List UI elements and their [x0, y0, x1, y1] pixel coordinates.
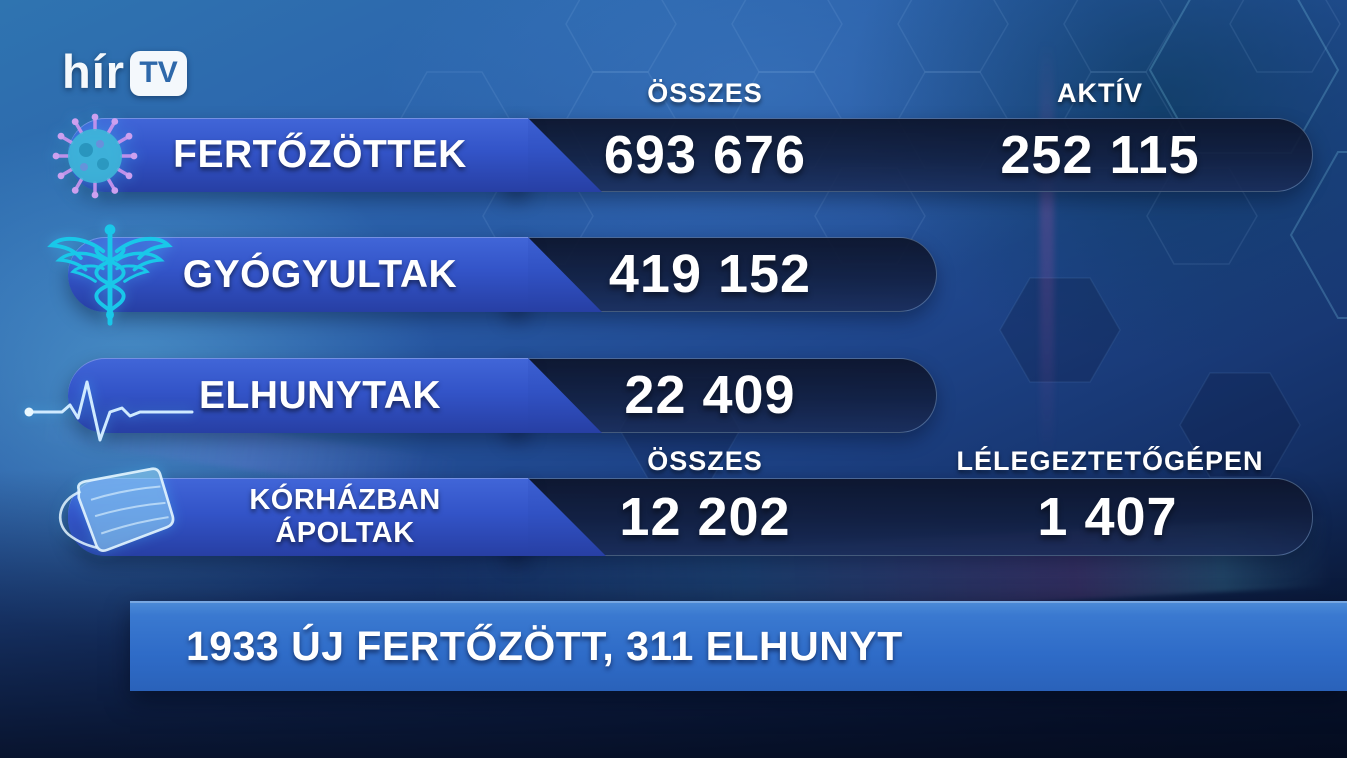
- header-lelegeztetogepen: LÉLEGEZTETŐGÉPEN: [956, 446, 1264, 476]
- row-deceased-label-bar: [68, 358, 528, 433]
- caduceus-icon: [47, 224, 173, 326]
- row-recovered-label: GYÓGYULTAK: [182, 253, 458, 296]
- row-infected-label-bar: [68, 118, 528, 192]
- logo-tv-badge: TV: [130, 50, 188, 96]
- row-deceased-label: ELHUNYTAK: [198, 374, 442, 417]
- row-hospital-value-bar: [505, 478, 1313, 556]
- row-infected-label: FERTŐZÖTTEK: [173, 133, 467, 176]
- infected-total-value: 693 676: [603, 125, 807, 185]
- infected-active-value: 252 115: [1000, 125, 1200, 185]
- logo-wordmark: hír: [62, 45, 126, 98]
- hospital-ventilator-value: 1 407: [1037, 487, 1178, 547]
- deceased-total-value: 22 409: [624, 365, 796, 425]
- row-recovered-label-bar: [68, 237, 528, 312]
- hospital-label-line2: ÁPOLTAK: [275, 517, 415, 549]
- virus-icon: [52, 113, 138, 199]
- recovered-total-value: 419 152: [608, 244, 812, 304]
- row-infected-value-bar: [505, 118, 1313, 192]
- header-osszes-mid: ÖSSZES: [647, 446, 763, 476]
- hirtv-logo: hír TV: [62, 44, 188, 99]
- header-osszes-top: ÖSSZES: [647, 78, 763, 108]
- hospital-label-line1: KÓRHÁZBAN: [249, 484, 441, 516]
- heartbeat-icon: [24, 380, 194, 442]
- row-hospital-label: KÓRHÁZBAN ÁPOLTAK: [160, 478, 530, 556]
- ticker-text: 1933 ÚJ FERTŐZÖTT, 311 ELHUNYT: [186, 623, 903, 669]
- hospital-total-value: 12 202: [619, 487, 791, 547]
- header-aktiv: AKTÍV: [1057, 78, 1143, 108]
- mask-icon: [59, 467, 175, 552]
- ticker-banner: 1933 ÚJ FERTŐZÖTT, 311 ELHUNYT: [130, 601, 1347, 691]
